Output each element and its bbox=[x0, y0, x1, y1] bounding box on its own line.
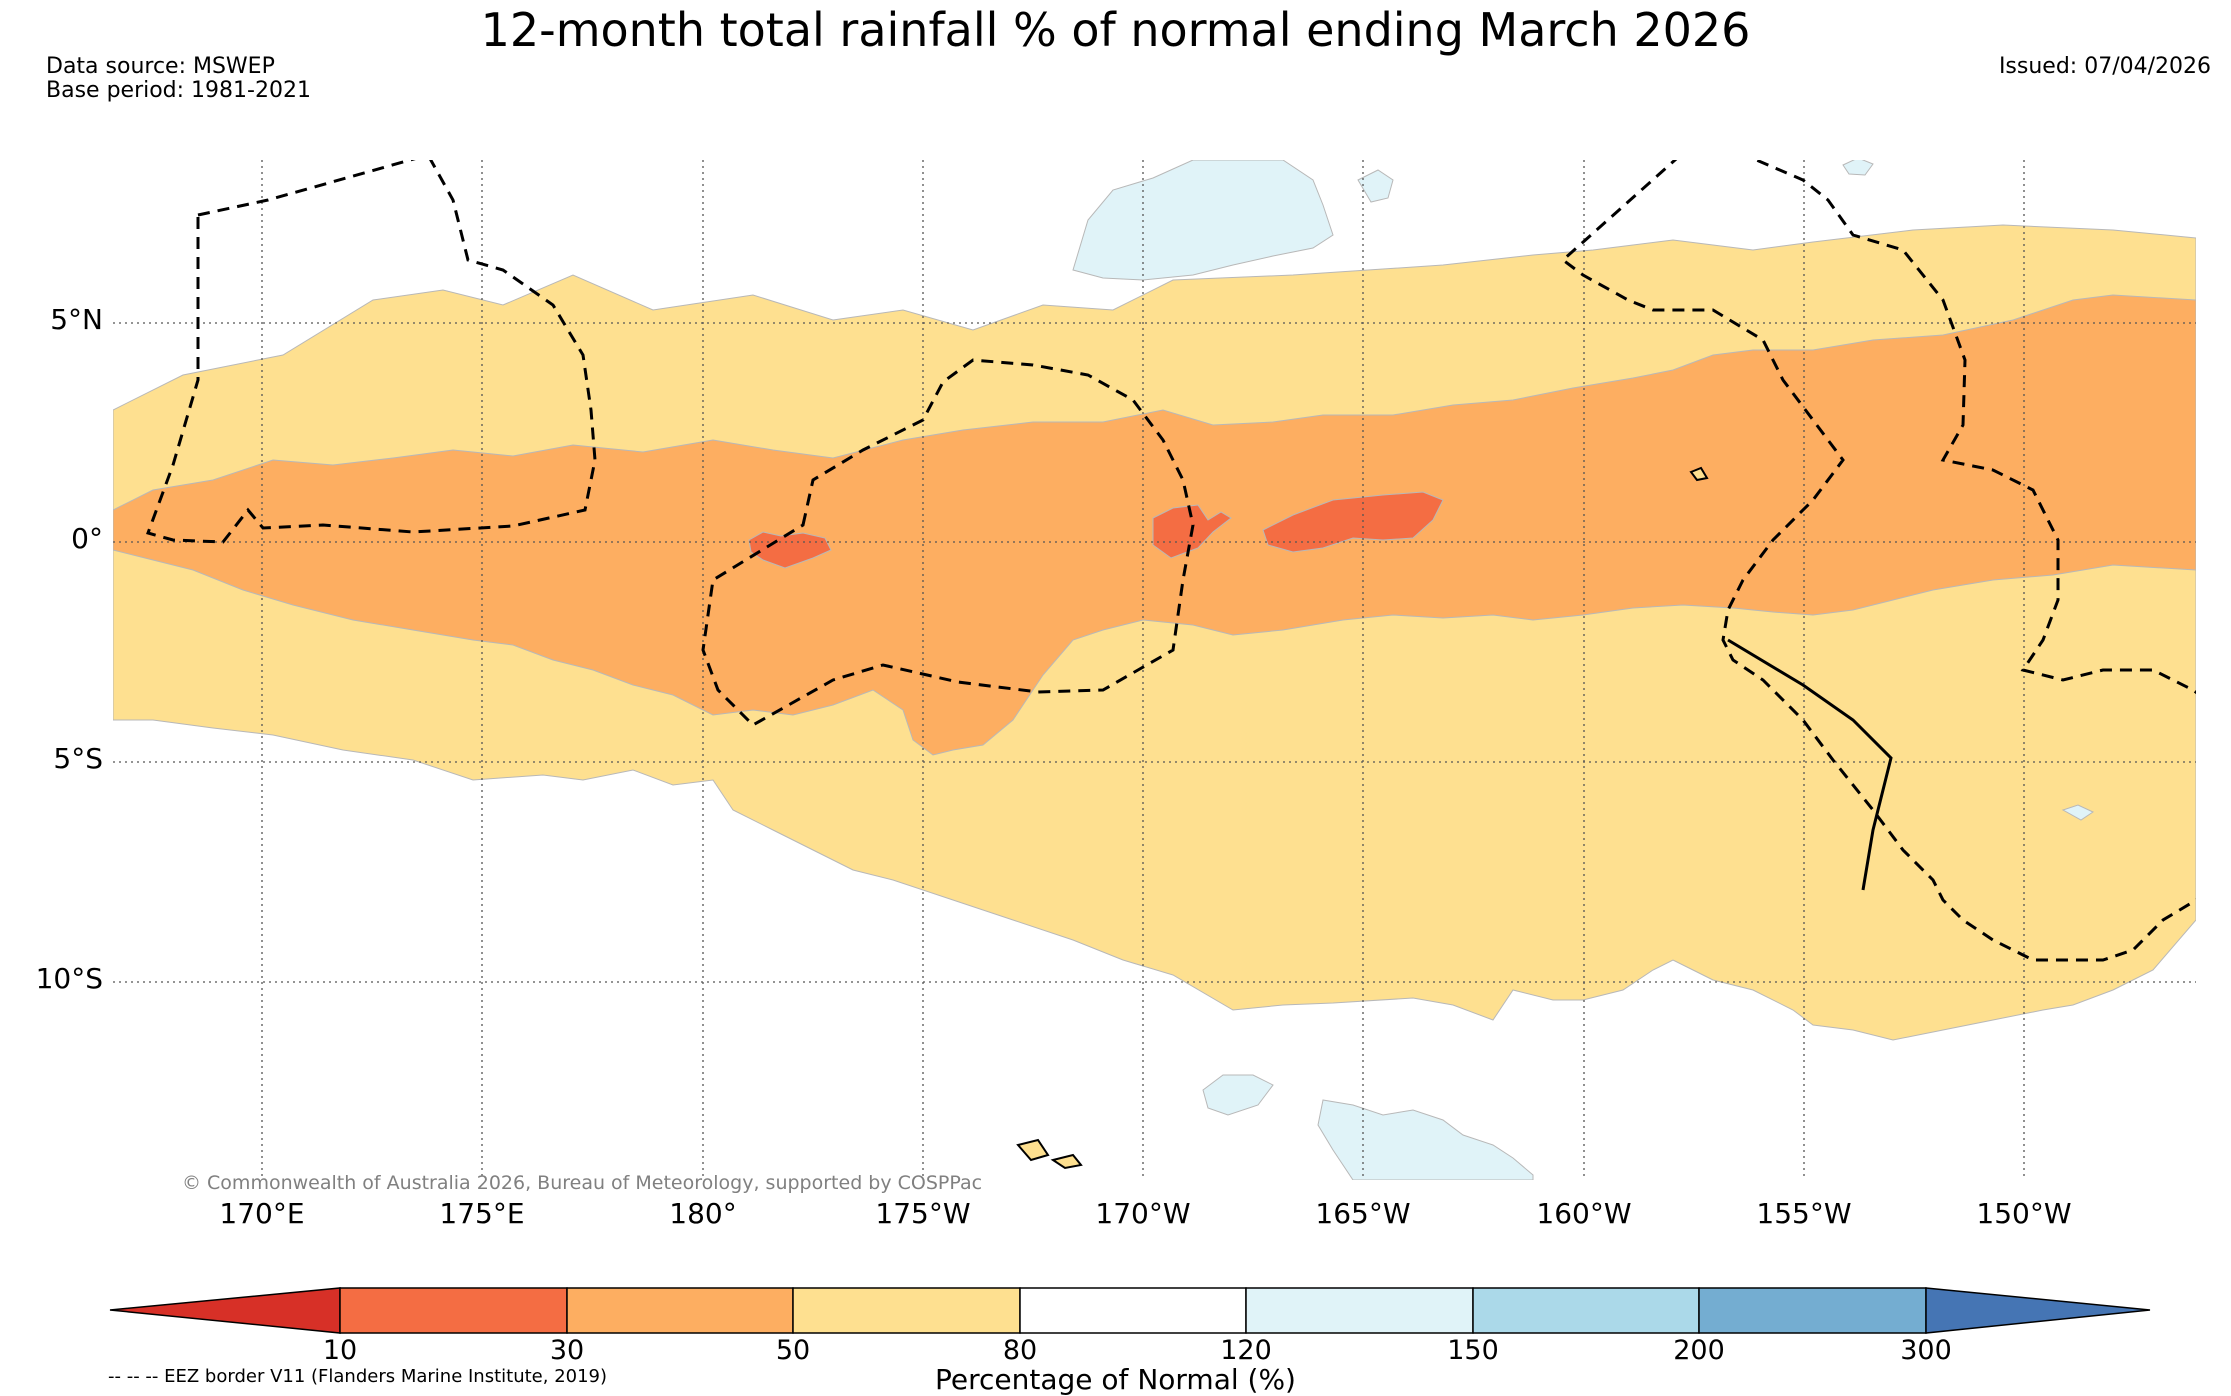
colorbar-segment-150-200 bbox=[1472, 1287, 1700, 1334]
colorbar-label-30: 30 bbox=[549, 1335, 585, 1366]
band-120-150-south-1 bbox=[1317, 1099, 1534, 1180]
lon-label-150w: 150°W bbox=[1976, 1197, 2072, 1230]
colorbar-label-200: 200 bbox=[1673, 1335, 1725, 1366]
lat-label-0: 0° bbox=[71, 522, 103, 555]
data-source-label: Data source: MSWEP bbox=[46, 54, 275, 79]
eez-kiribati-line bbox=[1560, 160, 2196, 962]
lon-label-175e: 175°E bbox=[439, 1197, 525, 1230]
colorbar-segment-50-80 bbox=[792, 1287, 1021, 1334]
eez-solid-boundary bbox=[1727, 638, 1893, 891]
map-panel: 5°N 0° 5°S 10°S 170°E 175°E 180° 175°W 1… bbox=[36, 160, 2196, 1230]
band-120-150-north-1 bbox=[1072, 160, 1334, 281]
lon-label-170w: 170°W bbox=[1095, 1197, 1191, 1230]
base-period-label: Base period: 1981-2021 bbox=[46, 78, 311, 103]
colorbar-label-50: 50 bbox=[775, 1335, 811, 1366]
copyright-text: © Commonwealth of Australia 2026, Bureau… bbox=[182, 1172, 983, 1194]
eez-borders bbox=[146, 160, 2196, 962]
colorbar-high-extension bbox=[1925, 1287, 2151, 1334]
lon-label-180: 180° bbox=[669, 1197, 737, 1230]
lon-label-155w: 155°W bbox=[1756, 1197, 1852, 1230]
band-120-150-north-2 bbox=[1357, 169, 1394, 203]
map-title: 12-month total rainfall % of normal endi… bbox=[480, 3, 1751, 57]
lon-label-160w: 160°W bbox=[1536, 1197, 1632, 1230]
colorbar-segment-10-30 bbox=[339, 1287, 568, 1334]
colorbar-segment-80-120 bbox=[1019, 1287, 1247, 1334]
colorbar-low-extension bbox=[109, 1287, 341, 1334]
colorbar-label-300: 300 bbox=[1900, 1335, 1952, 1366]
band-10-30-patch-1 bbox=[748, 531, 832, 569]
eez-kiribati-gilbert bbox=[146, 160, 597, 544]
eez-tokelau-samoa bbox=[701, 358, 1195, 727]
colorbar-label-80: 80 bbox=[1002, 1335, 1038, 1366]
band-120-150-south-2 bbox=[1202, 1074, 1274, 1116]
colorbar-segment-200-300 bbox=[1698, 1287, 1927, 1334]
issued-date-label: Issued: 07/04/2026 bbox=[1998, 54, 2211, 79]
band-10-30-patch-3 bbox=[1262, 491, 1444, 553]
colorbar-label-10: 10 bbox=[322, 1335, 358, 1366]
colorbar-label-150: 150 bbox=[1447, 1335, 1499, 1366]
lon-label-175w: 175°W bbox=[875, 1197, 971, 1230]
lon-label-170e: 170°E bbox=[219, 1197, 305, 1230]
band-120-150-south-3 bbox=[2061, 804, 2095, 821]
colorbar-label-120: 120 bbox=[1220, 1335, 1272, 1366]
rainfall-map bbox=[113, 160, 2196, 1180]
eez-legend-note: -- -- -- EEZ border V11 (Flanders Marine… bbox=[108, 1366, 608, 1387]
lat-label-10s: 10°S bbox=[35, 962, 103, 995]
lat-label-5n: 5°N bbox=[50, 303, 103, 336]
band-120-150-north-3 bbox=[1842, 160, 1874, 176]
colorbar-segment-120-150 bbox=[1245, 1287, 1474, 1334]
islands bbox=[1016, 466, 1709, 1170]
lat-label-5s: 5°S bbox=[53, 742, 103, 775]
lon-label-165w: 165°W bbox=[1315, 1197, 1411, 1230]
colorbar-segment-30-50 bbox=[566, 1287, 794, 1334]
